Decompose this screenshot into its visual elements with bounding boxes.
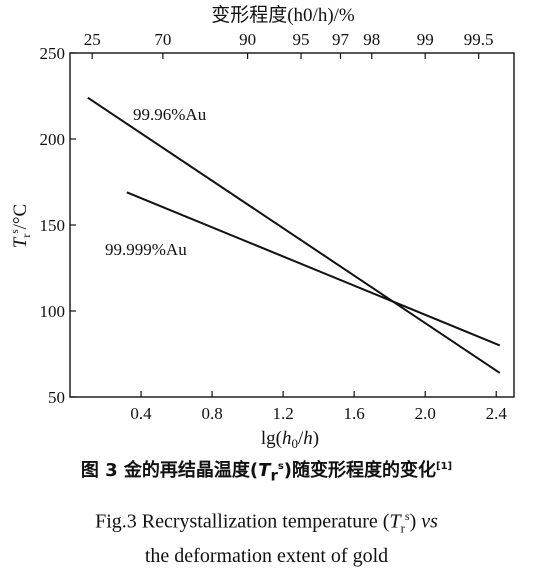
- x-tick-label: 1.2: [272, 404, 293, 423]
- top-tick-label: 25: [84, 30, 101, 49]
- top-tick-label: 99: [417, 30, 434, 49]
- x-tick-label: 0.8: [201, 404, 222, 423]
- x-axis-title: lg(h0/h): [261, 428, 319, 450]
- x-tick-label: 0.4: [130, 404, 152, 423]
- series-line-0: [87, 96, 501, 374]
- series-label-99999: 99.999%Au: [105, 240, 187, 259]
- series-label-9996: 99.96%Au: [133, 105, 207, 124]
- y-tick-label: 250: [40, 44, 66, 63]
- y-axis-ticks: 50 100 150 200 250: [40, 44, 76, 407]
- top-tick-label: 99.5: [464, 30, 494, 49]
- y-tick-label: 50: [48, 388, 65, 407]
- y-axis-title: Trs/°C: [9, 204, 33, 248]
- caption-chinese: 图 3 金的再结晶温度(Trs)随变形程度的变化[1]: [80, 460, 453, 485]
- top-tick-label: 98: [363, 30, 380, 49]
- top-tick-label: 70: [154, 30, 171, 49]
- y-tick-label: 150: [40, 216, 66, 235]
- top-tick-label: 97: [332, 30, 350, 49]
- x-tick-label: 2.4: [486, 404, 508, 423]
- chart: 变形程度(h0/h)/% 25 70 90 95 97 98 99 99.5 0.4 0.8 1.…: [9, 4, 515, 450]
- top-tick-label: 90: [239, 30, 256, 49]
- top-tick-label: 95: [293, 30, 310, 49]
- caption-english-line1: Fig.3 Recrystallization temperature (Trs…: [95, 509, 438, 536]
- series-line-1: [126, 191, 501, 347]
- x-tick-label: 2.0: [415, 404, 436, 423]
- top-axis-ticks: 25 70 90 95 97 98 99 99.5: [84, 30, 494, 59]
- caption-english-line2: the deformation extent of gold: [144, 545, 389, 567]
- series-lines: [87, 96, 501, 374]
- top-axis-title: 变形程度(h0/h)/%: [211, 4, 355, 26]
- y-tick-label: 100: [40, 302, 66, 321]
- x-tick-label: 1.6: [344, 404, 365, 423]
- y-tick-label: 200: [40, 130, 66, 149]
- x-axis-ticks: 0.4 0.8 1.2 1.6 2.0 2.4: [130, 391, 507, 423]
- plot-frame: [69, 52, 515, 398]
